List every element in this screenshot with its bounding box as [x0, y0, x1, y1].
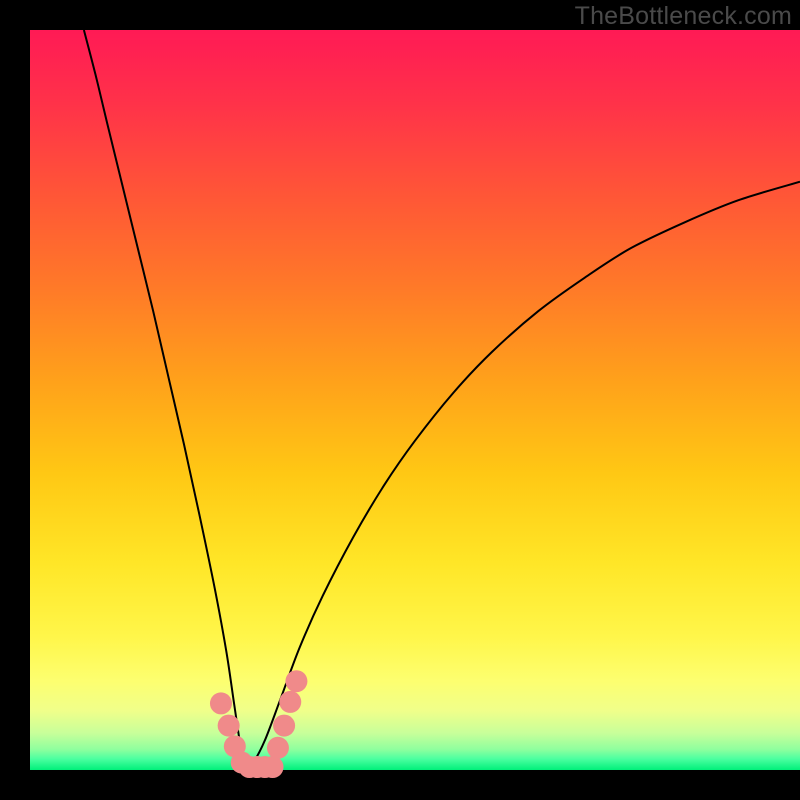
marker-dot	[218, 715, 240, 737]
marker-dot	[273, 715, 295, 737]
chart-canvas	[0, 0, 800, 800]
marker-dot	[210, 692, 232, 714]
plot-background	[30, 30, 800, 770]
watermark-text: TheBottleneck.com	[575, 2, 792, 31]
marker-dot	[285, 670, 307, 692]
marker-dot	[267, 737, 289, 759]
marker-dot	[262, 756, 284, 778]
marker-dot	[279, 691, 301, 713]
